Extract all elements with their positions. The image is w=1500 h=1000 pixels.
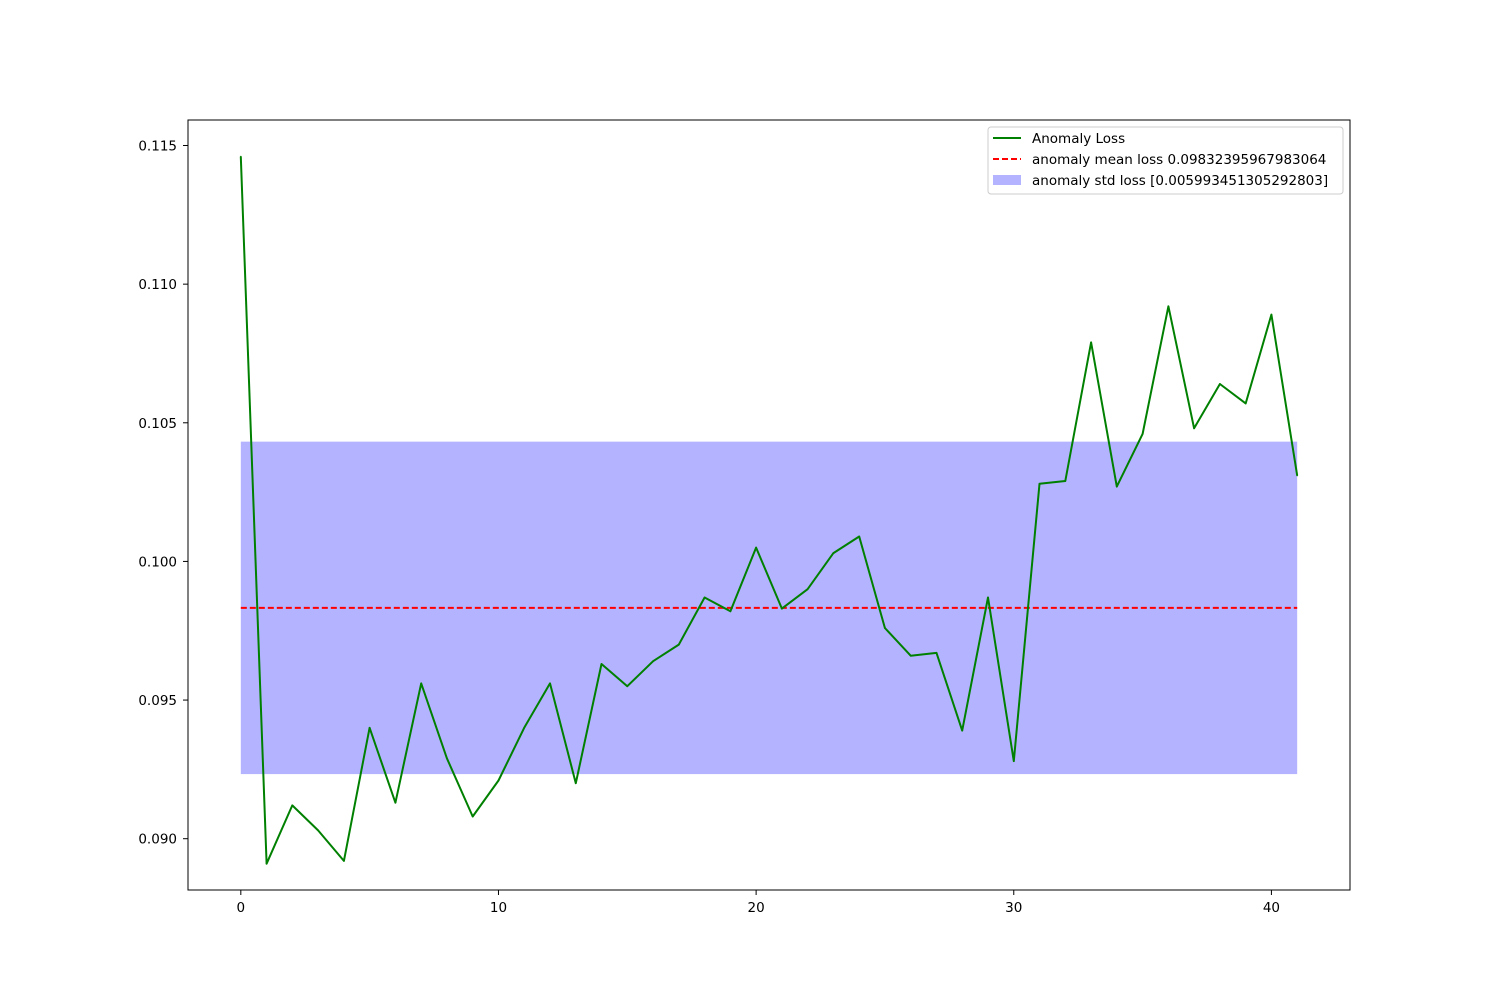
data-point — [703, 596, 706, 599]
data-point — [781, 607, 783, 610]
data-point — [626, 685, 629, 688]
data-point — [394, 801, 397, 804]
data-point — [678, 643, 680, 646]
x-tick-label: 40 — [1263, 900, 1280, 916]
data-point — [497, 779, 500, 782]
x-axis: 0 10 20 30 40 — [237, 890, 1280, 916]
y-tick-label: 0.115 — [138, 139, 177, 155]
data-point — [1219, 383, 1221, 385]
data-point — [858, 535, 860, 538]
data-point — [806, 588, 809, 590]
axes-frame — [187, 119, 1351, 891]
x-tick-label: 10 — [490, 900, 507, 916]
x-tick-label: 20 — [748, 900, 765, 916]
data-point — [1090, 341, 1092, 344]
y-tick-label: 0.110 — [138, 277, 177, 293]
data-point — [420, 682, 422, 685]
data-point — [884, 627, 886, 629]
legend-label-mean-loss: anomaly mean loss 0.09832395967983064 — [1032, 152, 1326, 168]
data-point — [755, 546, 757, 549]
legend-label-std-loss: anomaly std loss [0.005993451305292803] — [1032, 173, 1328, 189]
data-point — [935, 652, 938, 654]
data-point — [600, 663, 603, 665]
data-point — [317, 829, 319, 832]
series-line-anomaly-loss — [239, 156, 1299, 865]
data-point — [652, 660, 654, 663]
data-point — [1167, 305, 1170, 308]
legend-label-anomaly-loss: Anomaly Loss — [1032, 131, 1125, 147]
data-point — [574, 782, 577, 785]
data-point — [1116, 485, 1118, 488]
x-tick-label: 30 — [1005, 900, 1022, 916]
x-tick-label: 0 — [237, 900, 246, 916]
legend: Anomaly Loss anomaly mean loss 0.0983239… — [987, 126, 1344, 195]
y-tick-label: 0.100 — [138, 554, 177, 570]
data-point — [987, 596, 989, 599]
data-point — [549, 682, 551, 685]
y-tick-label: 0.095 — [138, 693, 177, 709]
data-point — [909, 654, 912, 657]
data-point — [471, 815, 474, 818]
data-point — [291, 804, 294, 807]
legend-handle-std-loss — [993, 175, 1021, 185]
data-point — [1141, 433, 1144, 435]
data-point — [1012, 760, 1015, 762]
y-axis: 0.090 0.095 0.100 0.105 0.110 0.115 — [138, 139, 188, 848]
y-tick-label: 0.105 — [138, 416, 177, 432]
data-point — [265, 862, 268, 865]
data-point — [240, 155, 242, 158]
data-point — [446, 757, 448, 760]
data-point — [1064, 480, 1067, 482]
y-tick-label: 0.090 — [138, 832, 177, 848]
data-point — [1193, 427, 1195, 430]
data-point — [523, 726, 526, 729]
legend-box — [987, 126, 1344, 195]
data-point — [1244, 402, 1247, 405]
plot-area — [239, 155, 1299, 865]
data-point — [961, 729, 964, 732]
data-point — [1270, 313, 1273, 316]
data-point — [368, 726, 371, 729]
data-point — [343, 860, 345, 862]
data-point — [1296, 474, 1298, 477]
data-point — [832, 552, 835, 554]
data-point — [1038, 482, 1041, 485]
data-point — [729, 610, 732, 613]
